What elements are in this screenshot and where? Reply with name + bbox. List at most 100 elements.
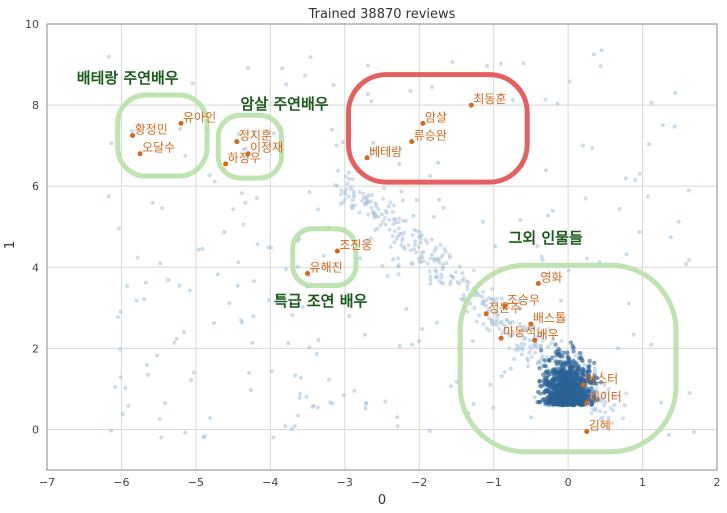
labeled-point — [584, 428, 590, 434]
data-point — [129, 129, 134, 134]
data-point — [544, 388, 550, 394]
y-tick-label: 2 — [32, 342, 39, 355]
data-point — [539, 383, 545, 389]
data-point — [563, 360, 568, 366]
data-point — [529, 415, 534, 420]
data-point — [441, 205, 446, 210]
data-point — [571, 349, 576, 354]
data-point — [434, 320, 439, 325]
data-point — [120, 411, 125, 416]
data-point — [510, 331, 515, 336]
data-point — [432, 248, 437, 253]
data-point — [396, 220, 401, 225]
data-point — [470, 339, 475, 344]
data-point — [347, 313, 352, 318]
point-label: 황정민 — [135, 123, 168, 137]
data-point — [510, 97, 515, 102]
data-point — [158, 261, 163, 266]
data-point — [413, 250, 418, 255]
data-point — [552, 387, 558, 393]
data-point — [441, 264, 446, 269]
data-point — [235, 283, 240, 288]
data-point — [491, 405, 496, 410]
data-point — [519, 352, 524, 357]
data-point — [316, 338, 321, 343]
group-outline — [346, 72, 530, 185]
data-point — [239, 191, 244, 196]
data-point — [687, 257, 692, 262]
y-tick-label: 4 — [32, 261, 39, 274]
data-point — [564, 240, 569, 245]
data-point — [520, 327, 525, 332]
data-point — [571, 393, 577, 399]
data-point — [427, 269, 432, 274]
data-point — [532, 395, 537, 400]
labeled-point — [223, 161, 229, 167]
data-point — [538, 348, 544, 353]
data-point — [397, 344, 402, 349]
data-point — [498, 61, 503, 66]
data-point — [582, 363, 587, 368]
data-point — [626, 301, 631, 306]
data-point — [502, 369, 507, 374]
data-point — [106, 54, 111, 59]
data-point — [551, 379, 557, 384]
data-point — [455, 280, 460, 285]
labeled-point — [364, 155, 370, 161]
data-point — [387, 217, 392, 222]
data-point — [296, 413, 301, 418]
data-point — [379, 212, 384, 217]
point-label: 오달수 — [142, 141, 175, 155]
data-point — [612, 403, 617, 408]
group-outline — [457, 262, 679, 455]
data-point — [579, 374, 584, 380]
data-point — [178, 126, 183, 131]
data-point — [437, 260, 442, 265]
data-point — [349, 184, 354, 189]
data-point — [383, 208, 388, 213]
data-point — [109, 141, 114, 146]
data-point — [357, 210, 362, 215]
data-point — [461, 292, 466, 297]
data-point — [577, 391, 583, 396]
data-point — [591, 52, 596, 57]
labeled-point — [178, 120, 184, 126]
data-point — [578, 378, 583, 383]
data-point — [421, 259, 426, 264]
y-tick-label: 10 — [25, 18, 39, 31]
data-point — [362, 332, 367, 337]
data-point — [522, 324, 527, 329]
data-point — [484, 326, 489, 331]
data-point — [428, 277, 433, 282]
data-point — [598, 380, 604, 385]
data-point — [408, 88, 413, 93]
data-point — [382, 186, 387, 191]
data-point — [215, 272, 220, 277]
data-point — [613, 393, 618, 398]
data-point — [564, 389, 569, 394]
data-point — [406, 243, 411, 248]
data-point — [177, 283, 182, 288]
data-point — [474, 319, 479, 324]
data-point — [610, 420, 615, 425]
data-point — [559, 338, 564, 343]
data-point — [413, 239, 418, 244]
data-point — [539, 356, 544, 361]
data-point — [544, 375, 549, 381]
data-point — [397, 162, 402, 167]
data-point — [109, 428, 114, 433]
data-point — [558, 359, 563, 365]
data-point — [361, 195, 366, 200]
data-point — [493, 244, 498, 249]
data-point — [190, 81, 195, 86]
data-point — [346, 194, 351, 199]
data-point — [481, 219, 486, 224]
data-point — [369, 99, 374, 104]
data-point — [539, 335, 544, 340]
data-point — [599, 48, 604, 53]
x-tick-label: −1 — [486, 476, 502, 489]
data-point — [441, 281, 446, 286]
data-point — [565, 376, 571, 381]
labeled-point — [234, 139, 240, 145]
